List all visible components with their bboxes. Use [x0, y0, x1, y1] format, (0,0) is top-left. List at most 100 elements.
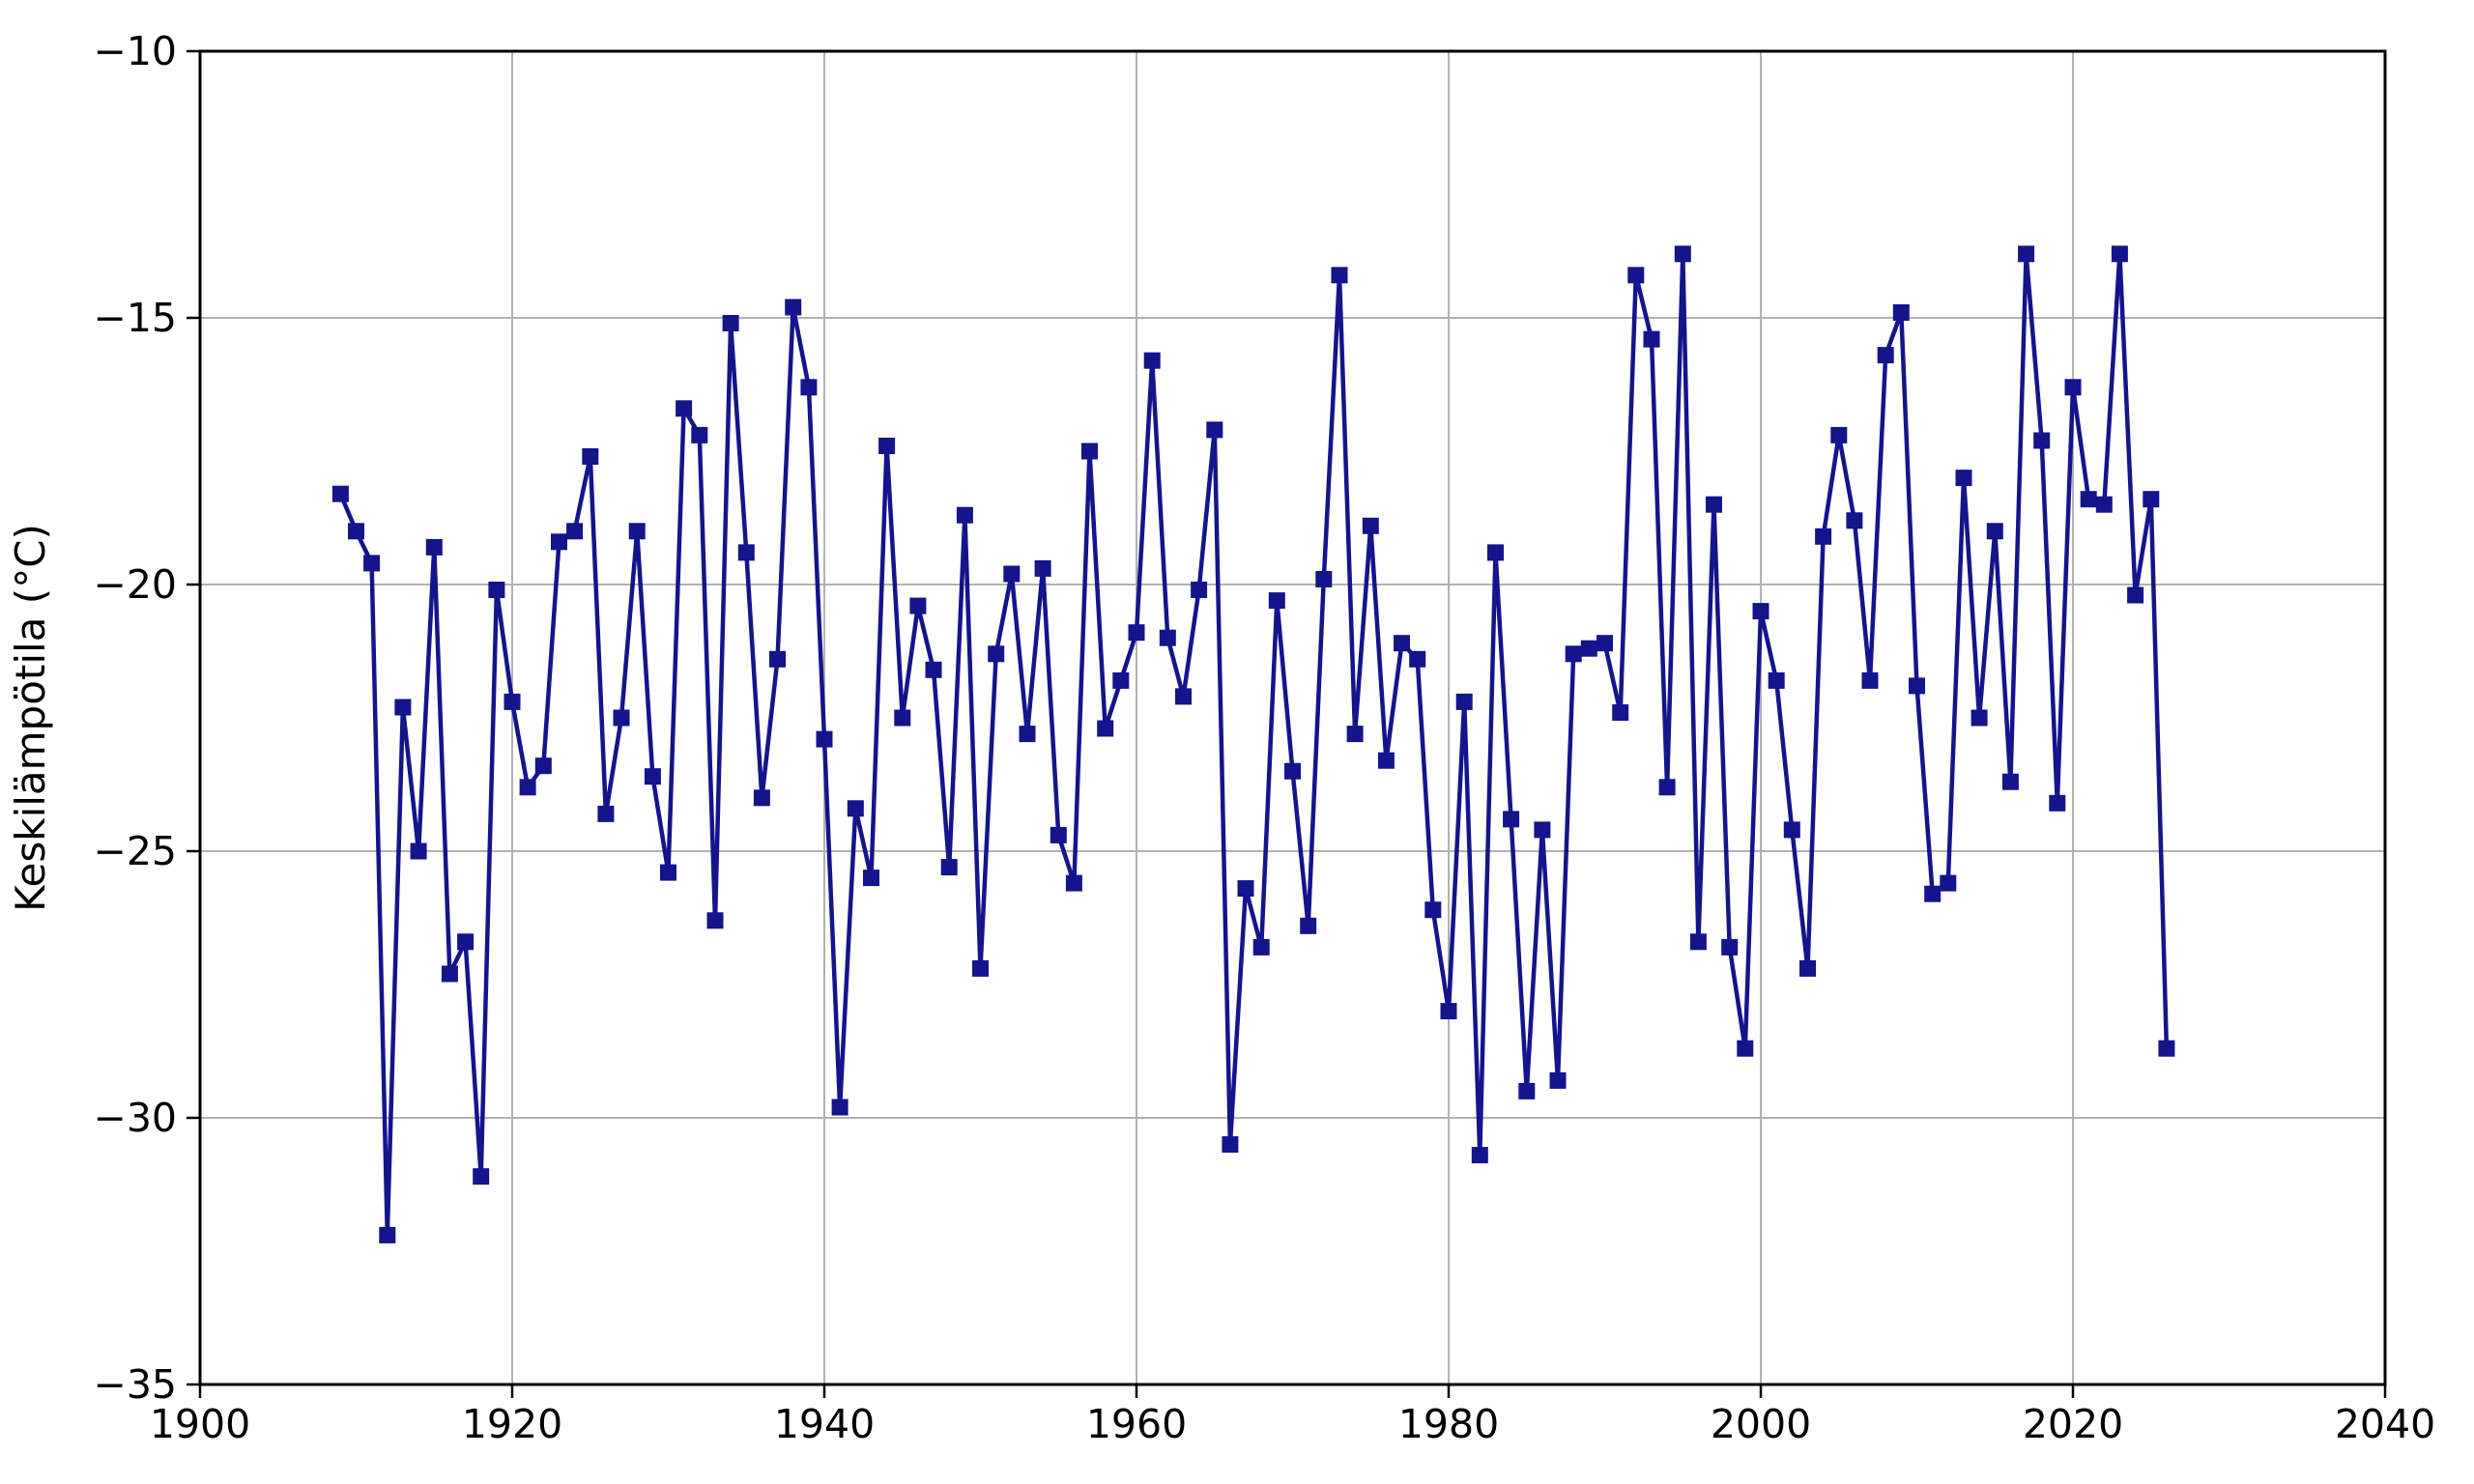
- data-point-1968: [1252, 938, 1270, 956]
- data-point-1921: [519, 779, 536, 796]
- data-point-1990: [1597, 635, 1613, 652]
- data-point-1919: [488, 582, 505, 598]
- data-point-2001: [1768, 671, 1785, 689]
- data-point-2008: [1877, 347, 1894, 364]
- data-point-1974: [1346, 726, 1364, 743]
- data-point-2003: [1799, 959, 1816, 977]
- data-point-2005: [1830, 426, 1848, 443]
- data-point-1920: [503, 693, 521, 710]
- data-point-2010: [1909, 677, 1925, 695]
- data-line: [338, 251, 2170, 1238]
- data-point-1927: [613, 709, 630, 727]
- data-point-2022: [2095, 496, 2113, 513]
- data-point-1956: [1065, 874, 1082, 892]
- data-point-1918: [473, 1168, 490, 1185]
- data-point-1941: [831, 1099, 849, 1116]
- y-tick-label: −25: [93, 828, 177, 874]
- data-point-2014: [1971, 709, 1988, 727]
- data-point-1975: [1362, 517, 1379, 534]
- data-point-1983: [1487, 544, 1504, 561]
- data-point-1910: [348, 523, 364, 540]
- data-point-2002: [1783, 821, 1800, 839]
- data-point-1933: [706, 912, 724, 929]
- y-tick-label: −10: [93, 28, 177, 74]
- data-point-1942: [847, 800, 864, 817]
- data-point-1999: [1737, 1040, 1754, 1057]
- data-point-1922: [534, 757, 552, 775]
- x-tick-label: 1940: [774, 1401, 875, 1447]
- data-point-1963: [1175, 688, 1192, 705]
- data-point-2016: [2001, 773, 2019, 790]
- data-point-2007: [1861, 671, 1879, 689]
- data-point-1915: [425, 538, 443, 556]
- data-point-2026: [2158, 1040, 2175, 1057]
- data-point-2012: [1940, 874, 1957, 892]
- x-tick-label: 1920: [462, 1401, 562, 1447]
- data-point-1937: [769, 650, 786, 668]
- data-point-1925: [582, 448, 599, 465]
- data-point-1943: [863, 870, 879, 887]
- data-point-1980: [1440, 1003, 1457, 1020]
- x-tick-label: 2020: [2023, 1401, 2123, 1447]
- data-point-1950: [972, 959, 989, 977]
- data-point-2006: [1846, 512, 1863, 529]
- data-point-1981: [1455, 693, 1473, 710]
- data-point-1909: [331, 485, 349, 502]
- data-point-2019: [2049, 794, 2066, 812]
- data-point-1935: [737, 544, 755, 561]
- data-point-2023: [2111, 245, 2128, 263]
- y-tick-label: −20: [93, 561, 177, 608]
- data-point-1991: [1612, 704, 1629, 721]
- data-point-1965: [1206, 421, 1223, 439]
- data-point-1960: [1128, 624, 1145, 642]
- data-point-2004: [1815, 528, 1832, 545]
- data-point-1916: [441, 965, 458, 983]
- data-point-1989: [1580, 640, 1597, 657]
- data-point-1947: [925, 661, 942, 678]
- data-point-2025: [2143, 491, 2160, 508]
- data-point-1955: [1050, 826, 1067, 843]
- data-point-1982: [1471, 1147, 1488, 1164]
- data-point-1988: [1565, 645, 1582, 663]
- data-point-1970: [1284, 762, 1301, 780]
- data-point-2009: [1892, 304, 1910, 321]
- data-point-1929: [644, 768, 661, 785]
- data-point-1939: [800, 379, 818, 396]
- data-point-1986: [1534, 821, 1551, 839]
- data-point-1944: [878, 438, 896, 454]
- x-tick-label: 2000: [1711, 1401, 1811, 1447]
- data-point-2000: [1752, 603, 1769, 620]
- data-point-2011: [1924, 885, 1942, 902]
- data-point-1992: [1627, 267, 1645, 284]
- data-point-1934: [722, 315, 739, 331]
- data-point-1932: [691, 426, 708, 443]
- data-point-1917: [457, 933, 475, 951]
- data-point-1962: [1159, 629, 1176, 646]
- y-tick-label: −30: [93, 1095, 177, 1141]
- data-point-1985: [1518, 1082, 1536, 1099]
- data-point-1948: [940, 859, 958, 876]
- data-point-1972: [1315, 571, 1333, 587]
- data-point-1954: [1034, 559, 1051, 577]
- data-point-1938: [785, 299, 802, 316]
- data-point-1994: [1658, 779, 1676, 796]
- y-tick-label: −35: [93, 1361, 177, 1408]
- x-tick-label: 1900: [150, 1401, 250, 1447]
- data-point-1911: [363, 555, 381, 572]
- y-tick-label: −15: [93, 295, 177, 341]
- data-point-1930: [660, 864, 676, 881]
- data-point-1913: [394, 699, 412, 716]
- data-point-1973: [1331, 267, 1348, 284]
- data-point-1945: [894, 709, 911, 727]
- data-point-1949: [956, 506, 973, 524]
- x-tick-label: 1960: [1086, 1401, 1187, 1447]
- data-point-1957: [1081, 442, 1098, 460]
- data-point-1978: [1409, 650, 1426, 668]
- data-point-1926: [597, 805, 615, 822]
- data-point-1984: [1503, 811, 1520, 828]
- data-point-1959: [1112, 671, 1130, 689]
- data-point-2024: [2127, 586, 2144, 604]
- data-point-1998: [1721, 938, 1739, 956]
